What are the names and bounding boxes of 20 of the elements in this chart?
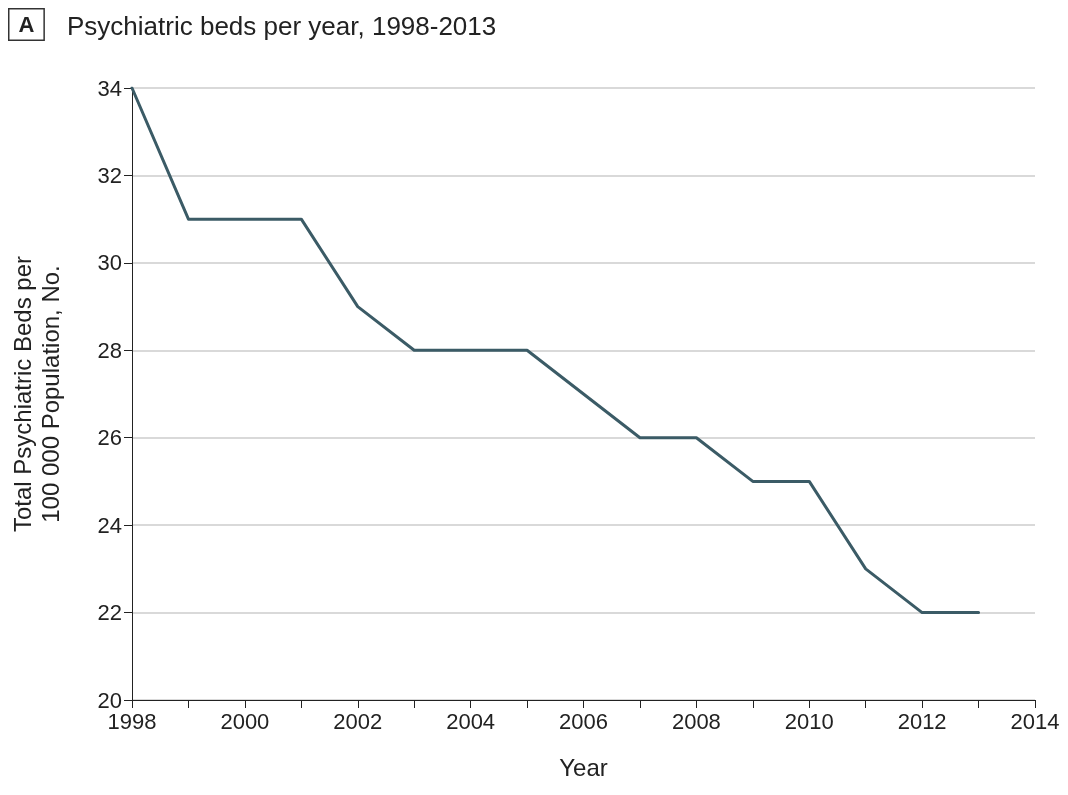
x-tick-label: 2012: [897, 708, 947, 734]
text: A: [18, 12, 35, 37]
y-tick-label: 22: [97, 600, 122, 626]
x-tick-label: 2006: [559, 708, 608, 734]
y-tick-label: 32: [97, 162, 122, 188]
y-tick-label: 34: [97, 75, 122, 101]
chart-title: Psychiatric beds per year, 1998-2013: [67, 11, 497, 41]
x-tick-label: 2004: [446, 708, 496, 734]
x-tick-label: 2008: [671, 708, 721, 734]
x-tick-label: 2010: [784, 708, 834, 734]
y-tick-label: 28: [97, 337, 122, 363]
y-axis-title: Total Psychiatric Beds per 100 000 Population, No.: [8, 255, 64, 533]
y-tick-label: 26: [97, 425, 122, 451]
x-tick-label: 2000: [220, 708, 270, 734]
x-tick-label: 2014: [1010, 708, 1060, 734]
x-tick-label: 2002: [333, 708, 383, 734]
y-tick-label: 30: [97, 250, 122, 276]
x-axis-title: Year: [559, 753, 608, 781]
y-tick-label: 24: [97, 512, 122, 538]
line-series: [130, 86, 981, 615]
